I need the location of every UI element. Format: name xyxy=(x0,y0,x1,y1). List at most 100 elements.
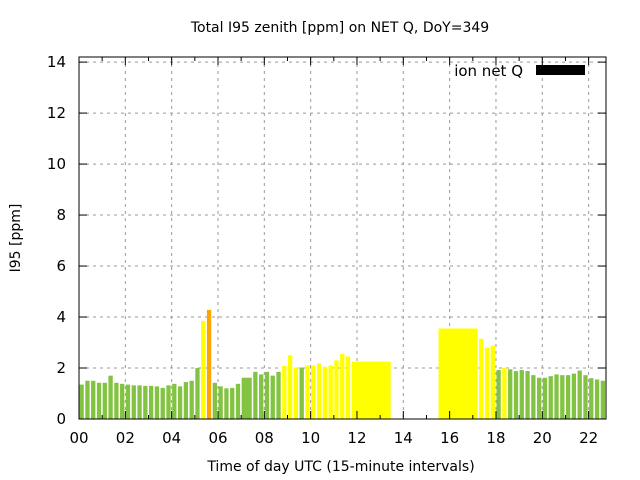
bar xyxy=(125,384,131,419)
y-tick-label: 4 xyxy=(56,308,66,326)
y-tick-label: 0 xyxy=(56,410,66,428)
bar xyxy=(108,375,113,419)
bar xyxy=(85,380,90,419)
bar xyxy=(114,382,119,419)
bar xyxy=(508,369,513,419)
bar xyxy=(334,360,339,419)
bar xyxy=(91,380,96,419)
x-tick-labels: 00 02 04 06 08 10 12 14 16 18 20 22 xyxy=(69,429,598,447)
bar xyxy=(172,383,177,419)
bar xyxy=(316,363,322,419)
bar xyxy=(177,386,183,419)
y-tick-label: 8 xyxy=(56,206,66,224)
legend: ion net Q xyxy=(454,62,585,80)
bar xyxy=(438,328,478,419)
bar xyxy=(293,367,299,419)
x-tick-label: 10 xyxy=(301,429,320,447)
bar xyxy=(212,382,217,419)
x-tick-label: 08 xyxy=(255,429,274,447)
x-tick-label: 02 xyxy=(116,429,135,447)
bar xyxy=(259,374,264,419)
bar xyxy=(565,375,571,419)
x-tick-label: 14 xyxy=(394,429,413,447)
bar xyxy=(345,356,351,419)
bar xyxy=(206,309,212,419)
legend-swatch xyxy=(536,65,585,75)
bar xyxy=(328,365,333,419)
bar xyxy=(322,366,328,419)
bar xyxy=(484,347,490,419)
plot-frame xyxy=(78,56,607,420)
bar xyxy=(583,375,588,419)
x-tick-label: 12 xyxy=(347,429,366,447)
bar xyxy=(120,383,125,419)
y-tick-label: 2 xyxy=(56,359,66,377)
x-tick-label: 22 xyxy=(579,429,598,447)
bar xyxy=(189,380,194,419)
y-tick-label: 6 xyxy=(56,257,66,275)
x-tick-label: 00 xyxy=(69,429,88,447)
ticks xyxy=(78,57,606,420)
bar xyxy=(218,386,223,419)
bar xyxy=(154,386,160,419)
bar xyxy=(137,385,142,419)
bar xyxy=(79,384,84,419)
bar xyxy=(148,385,154,419)
bar xyxy=(276,371,281,419)
bar xyxy=(224,388,229,419)
bar xyxy=(589,378,594,419)
bar xyxy=(537,377,542,419)
bar xyxy=(502,368,507,419)
bar xyxy=(525,371,530,419)
bar xyxy=(253,371,258,419)
bar xyxy=(554,374,559,419)
bar xyxy=(160,387,165,419)
x-tick-label: 18 xyxy=(486,429,505,447)
bar xyxy=(131,385,136,419)
bar xyxy=(287,355,293,419)
y-tick-label: 14 xyxy=(47,53,66,71)
bar xyxy=(241,377,252,419)
bar xyxy=(513,371,519,419)
bar xyxy=(311,365,316,419)
bar xyxy=(340,353,345,419)
bar xyxy=(560,375,565,419)
chart-title: Total I95 zenith [ppm] on NET Q, DoY=349 xyxy=(190,20,489,36)
bar xyxy=(264,371,270,419)
y-tick-label: 12 xyxy=(47,104,66,122)
bar xyxy=(519,370,524,419)
bar xyxy=(571,373,577,419)
bar xyxy=(166,385,171,419)
bars xyxy=(79,309,605,419)
bar xyxy=(201,320,206,419)
bar xyxy=(542,377,548,419)
bar xyxy=(305,365,310,419)
bar xyxy=(102,382,107,419)
bar xyxy=(235,383,241,419)
bar xyxy=(183,382,189,419)
y-tick-labels: 0 2 4 6 8 10 12 14 xyxy=(47,53,66,428)
y-tick-label: 10 xyxy=(47,155,66,173)
x-tick-label: 04 xyxy=(162,429,181,447)
x-axis-label: Time of day UTC (15-minute intervals) xyxy=(206,459,474,475)
bar xyxy=(548,376,553,419)
bar xyxy=(299,367,304,419)
y-axis-label: I95 [ppm] xyxy=(8,204,24,273)
bar xyxy=(143,385,148,419)
bar xyxy=(479,338,484,419)
legend-label: ion net Q xyxy=(454,62,523,80)
bar xyxy=(496,370,501,419)
bar xyxy=(490,345,495,419)
bar xyxy=(594,379,600,419)
bar xyxy=(600,380,605,419)
bar xyxy=(577,370,582,419)
x-tick-label: 06 xyxy=(208,429,227,447)
x-tick-label: 16 xyxy=(440,429,459,447)
bar xyxy=(230,387,235,419)
bar xyxy=(270,375,275,419)
bar xyxy=(195,368,200,419)
bar xyxy=(351,361,391,419)
bar xyxy=(531,375,536,419)
bar xyxy=(282,365,287,419)
